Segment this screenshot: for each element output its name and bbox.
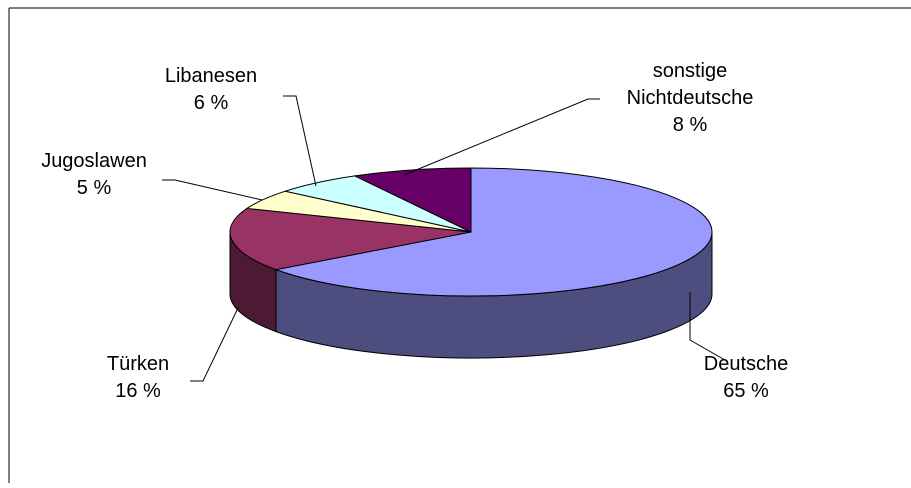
data-label-name: Nichtdeutsche: [627, 87, 754, 109]
data-label-name: Jugoslawen: [41, 150, 147, 172]
data-label-türken: Türken 16 %: [107, 353, 169, 402]
data-label-value: 8 %: [673, 114, 708, 136]
data-label-value: 5 %: [77, 177, 112, 199]
data-label-deutsche: Deutsche 65 %: [704, 353, 789, 402]
leader-line-türken: [190, 308, 238, 381]
leader-line-jugoslawen: [162, 180, 262, 200]
data-label-sonstige-nichtdeutsche: sonstige Nichtdeutsche 8 %: [627, 60, 754, 136]
data-label-name: Deutsche: [704, 353, 789, 375]
data-label-value: 6 %: [194, 92, 229, 114]
data-label-libanesen: Libanesen 6 %: [165, 65, 257, 114]
data-label-value: 65 %: [723, 380, 769, 402]
data-label-name: sonstige: [653, 60, 728, 82]
leader-line-sonstige-nichtdeutsche: [404, 99, 600, 175]
data-label-name: Libanesen: [165, 65, 257, 87]
data-label-value: 16 %: [115, 380, 161, 402]
data-label-name: Türken: [107, 353, 169, 375]
data-label-jugoslawen: Jugoslawen 5 %: [41, 150, 147, 199]
leader-line-libanesen: [283, 96, 316, 186]
